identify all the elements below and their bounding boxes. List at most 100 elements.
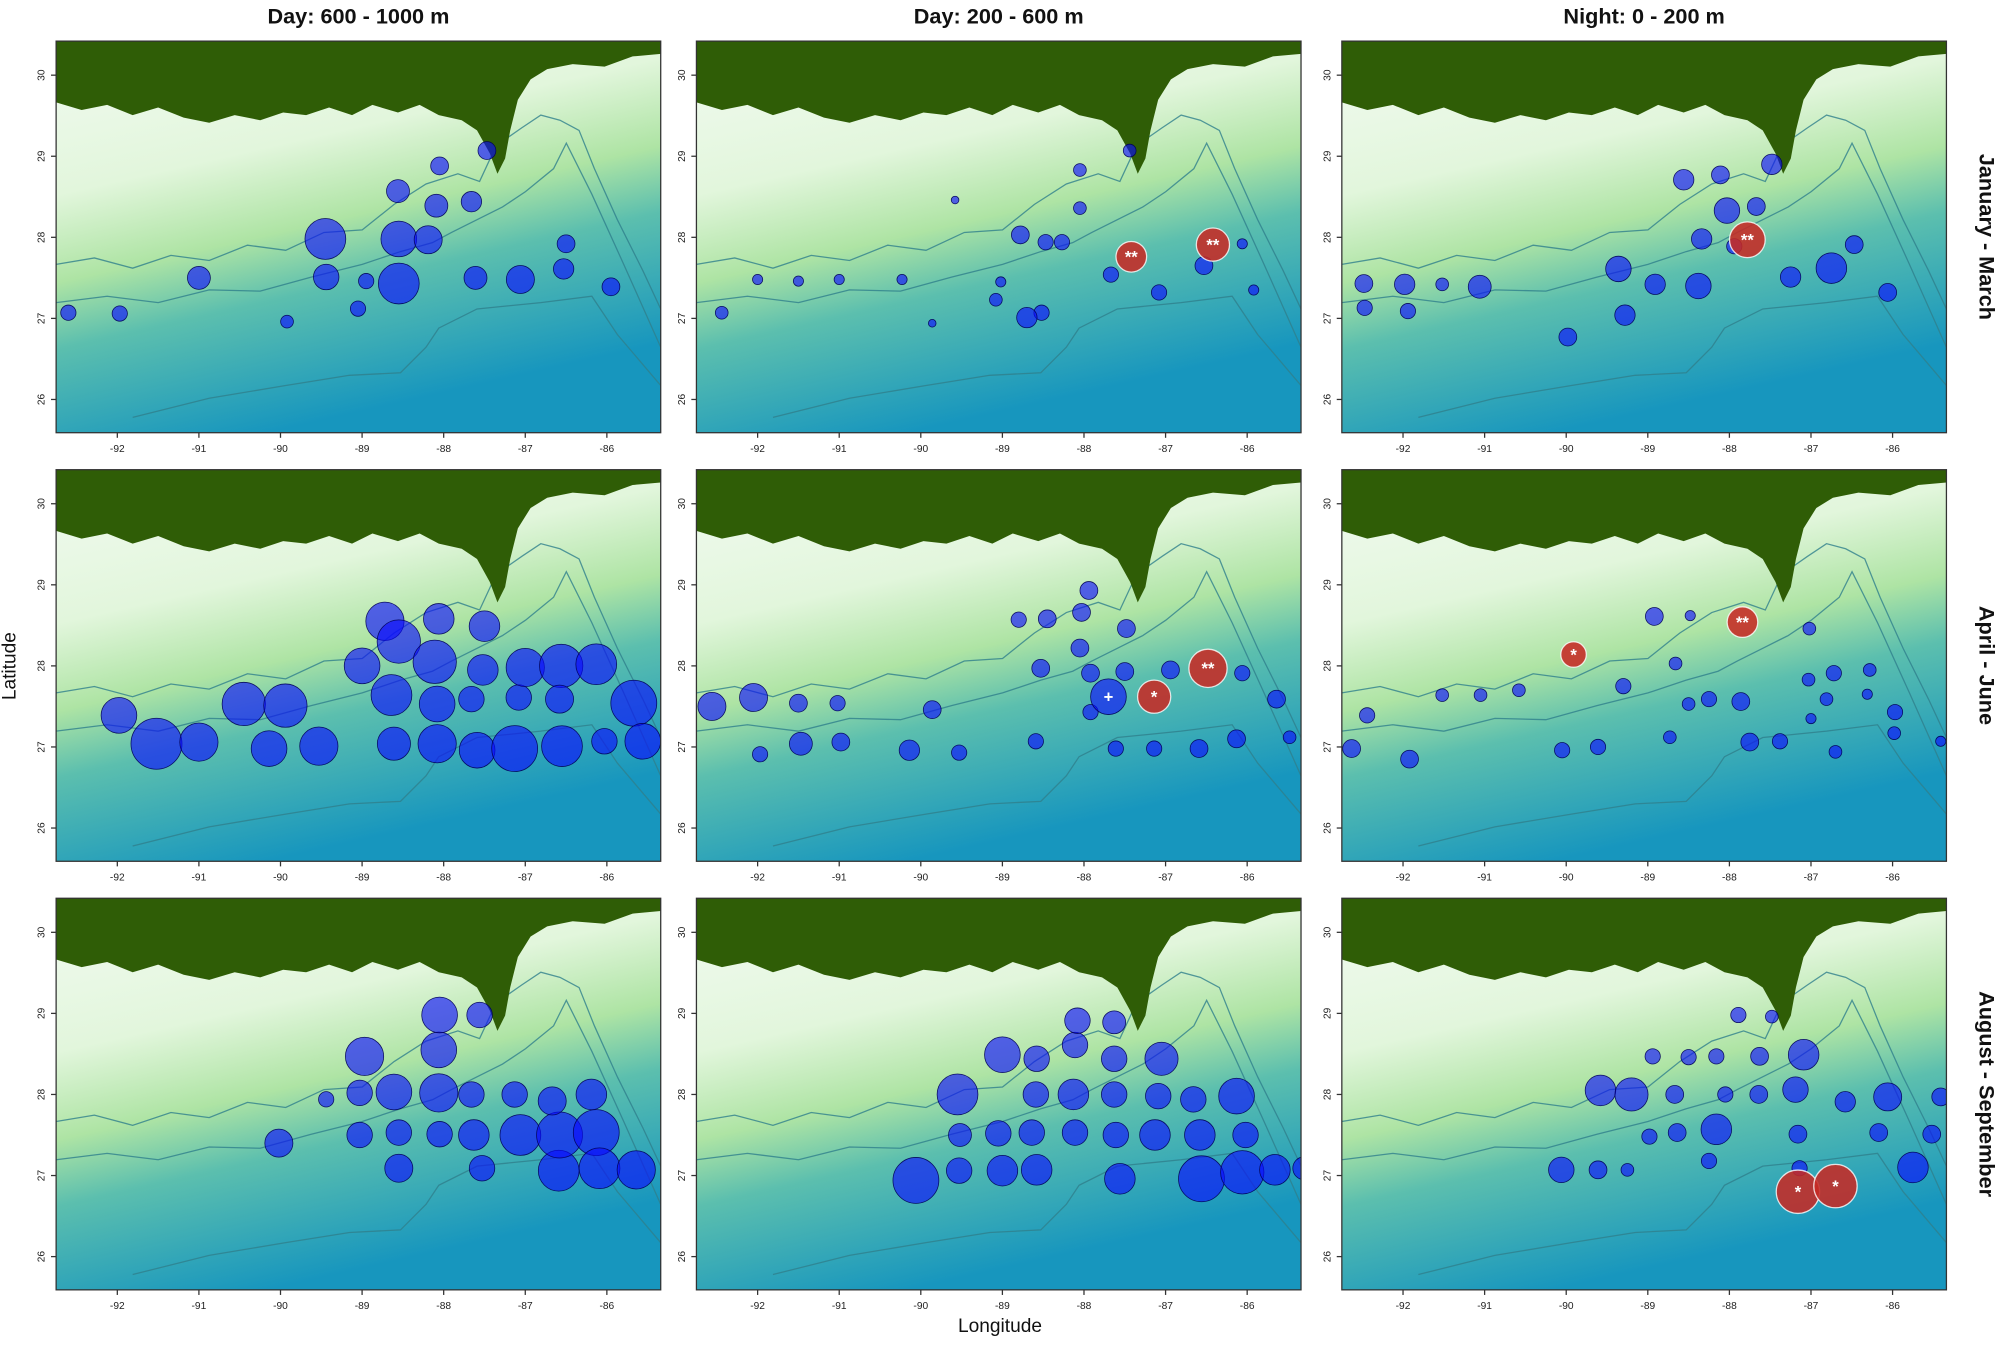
y-tick-label: 28 [677,1088,688,1100]
bubble [616,1150,656,1190]
map: ** ** [696,41,1302,433]
bubble [936,1073,979,1116]
bubble-label: * [1832,1177,1839,1196]
map: + *** [696,469,1302,862]
x-tick-label: -91 [1477,872,1492,883]
x-tick-label: -90 [1559,872,1574,883]
bubble [1101,1081,1128,1108]
bubble [1644,1048,1661,1065]
bubble [376,726,411,761]
bubble [1232,1121,1259,1149]
x-tick-label: -87 [1804,872,1819,883]
bubble [458,731,496,769]
isobath [772,295,1302,419]
bubble [1189,739,1209,758]
x-tick-label: -90 [1559,1301,1574,1312]
bubble [1711,165,1730,185]
bubble [424,193,449,218]
y-tick-label: 26 [1322,393,1333,405]
bubble [1070,638,1090,658]
x-tick-label: -92 [1396,444,1411,455]
bubble [384,1153,414,1183]
bubble [1184,1119,1216,1151]
bubble [892,1157,940,1204]
bubble [1667,1123,1687,1142]
bubble [1144,1041,1179,1076]
bubble [466,1001,493,1029]
map-panel: -92 -91 -90 -89 -88 -87 -86 26 27 28 29 30 [37,40,662,455]
land [696,469,1302,603]
bubble [1136,679,1172,714]
bubble [1815,252,1848,284]
x-tick-label: -86 [1885,872,1900,883]
bubble [1081,663,1100,683]
bubble [1031,659,1051,678]
bubble [1614,304,1636,326]
bubble [1227,729,1246,749]
x-tick-label: -87 [1158,444,1173,455]
bubble [423,603,455,635]
bubble [1750,1047,1769,1066]
bubble [1878,283,1897,302]
bubble [1342,739,1361,758]
map [56,469,661,862]
bubble [1780,266,1802,288]
bubble [537,1086,567,1116]
bubble [1248,284,1260,296]
x-tick-label: -90 [273,1301,288,1312]
bubble [100,697,138,734]
bubble [1922,1124,1942,1144]
bubble [1011,225,1030,245]
x-tick-label: -88 [436,1301,451,1312]
bubble [984,1036,1021,1073]
x-tick-label: -92 [110,1301,125,1312]
bubble [1234,665,1251,682]
bubble [1731,692,1751,711]
y-tick-label: 26 [677,1251,688,1263]
bubble [714,305,729,320]
bubble [1673,169,1695,191]
bubble [1787,1039,1820,1071]
bubble [1560,641,1587,668]
bubble [1861,688,1873,700]
bubble [1016,306,1038,329]
bubble [1023,1045,1050,1072]
x-tick-label: -92 [1396,1301,1411,1312]
bubble [1869,1123,1889,1142]
bubble [986,1154,1019,1187]
bubble [318,1091,335,1108]
bubble [264,1128,294,1158]
bubble [1700,1152,1718,1169]
y-tick-label: 27 [677,741,688,753]
y-tick-label: 29 [37,1007,48,1019]
bubble [1554,742,1571,759]
column-title: Day: 600 - 1000 m [267,3,449,28]
bubble [1117,619,1136,638]
bubble [1684,610,1696,622]
y-tick-label: 29 [37,150,48,162]
x-tick-label: -86 [1240,872,1255,883]
y-tick-label: 29 [677,579,688,591]
y-tick-label: 30 [677,69,688,81]
bubble [1064,1007,1091,1034]
bubble [1400,749,1419,769]
bubble [896,273,908,285]
y-tick-label: 30 [677,498,688,510]
bubble [263,683,308,728]
bubble [111,305,128,322]
x-tick-label: -88 [1077,872,1092,883]
bubble [752,746,769,763]
x-tick-label: -90 [273,872,288,883]
bubble [458,1081,485,1108]
x-tick-label: -87 [518,872,533,883]
bubble [420,1031,458,1069]
land [56,41,661,174]
bubble [591,728,618,755]
x-tick-label: -92 [750,872,765,883]
isobath [56,114,661,310]
bubble [985,1120,1012,1147]
x-tick-label: -92 [1396,872,1411,883]
row-title: April - June [1975,606,2000,725]
bubble [578,1147,621,1190]
